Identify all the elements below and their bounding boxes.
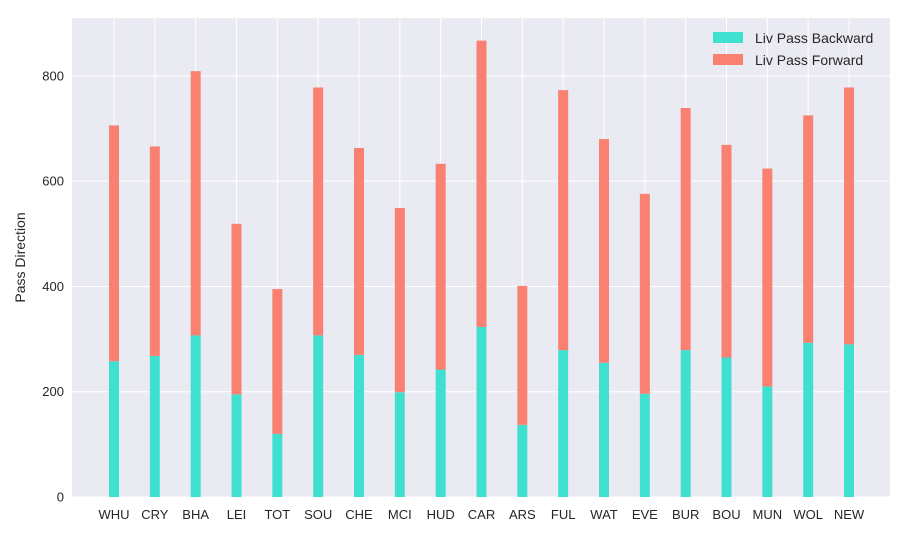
x-tick-label-whu: WHU xyxy=(98,507,129,522)
x-tick-label-wol: WOL xyxy=(793,507,823,522)
bar-ful-backward xyxy=(558,350,569,497)
bar-wol-forward xyxy=(803,115,814,343)
y-tick-label: 600 xyxy=(42,174,64,189)
bar-mci-backward xyxy=(394,392,405,497)
x-tick-label-mci: MCI xyxy=(388,507,412,522)
y-tick-label: 0 xyxy=(57,490,64,505)
x-axis-ticks: WHU CRY BHA LEI TOT SOU CHE MCI HUD CAR ARS FUL WAT E… xyxy=(98,507,864,522)
bar-eve-backward xyxy=(639,393,650,497)
x-tick-label-ars: ARS xyxy=(509,507,536,522)
bar-cry-forward xyxy=(149,146,160,356)
y-tick-label: 800 xyxy=(42,68,64,83)
x-tick-label-eve: EVE xyxy=(632,507,658,522)
bar-whu-backward xyxy=(109,361,119,497)
y-axis-label: Pass Direction xyxy=(12,212,28,302)
x-tick-label-bha: BHA xyxy=(182,507,209,522)
legend-label-backward: Liv Pass Backward xyxy=(755,30,873,46)
bar-ful-forward xyxy=(558,90,569,351)
y-tick-label: 400 xyxy=(42,279,64,294)
bar-tot-forward xyxy=(272,289,283,434)
bar-cry-backward xyxy=(149,355,160,497)
legend-label-forward: Liv Pass Forward xyxy=(755,52,863,68)
y-axis-ticks: 0 200 400 600 800 xyxy=(42,68,64,504)
bar-car-backward xyxy=(476,326,487,497)
x-tick-label-cry: CRY xyxy=(141,507,169,522)
bar-lei-backward xyxy=(231,394,242,497)
x-tick-label-tot: TOT xyxy=(264,507,290,522)
bar-bha-forward xyxy=(190,71,201,336)
x-tick-label-ful: FUL xyxy=(551,507,576,522)
bar-mci-forward xyxy=(394,208,405,393)
x-tick-label-che: CHE xyxy=(345,507,373,522)
x-tick-label-wat: WAT xyxy=(590,507,617,522)
y-tick-label: 200 xyxy=(42,384,64,399)
x-tick-label-mun: MUN xyxy=(753,507,783,522)
bar-bou-backward xyxy=(721,357,732,497)
bar-che-backward xyxy=(354,354,364,497)
x-tick-label-bou: BOU xyxy=(712,507,740,522)
bar-hud-forward xyxy=(435,163,446,370)
x-tick-label-car: CAR xyxy=(468,507,495,522)
bar-wat-forward xyxy=(599,139,609,363)
legend: Liv Pass Backward Liv Pass Forward xyxy=(713,30,873,68)
bar-bur-backward xyxy=(680,350,691,497)
bar-new-backward xyxy=(844,344,854,497)
bar-new-forward xyxy=(844,87,854,345)
bar-sou-forward xyxy=(313,87,324,336)
legend-swatch-forward xyxy=(713,54,743,65)
bar-ars-backward xyxy=(517,424,528,497)
x-tick-label-bur: BUR xyxy=(672,507,699,522)
x-tick-label-sou: SOU xyxy=(304,507,332,522)
x-tick-label-hud: HUD xyxy=(427,507,455,522)
bar-hud-backward xyxy=(435,369,446,497)
bar-tot-backward xyxy=(272,433,283,497)
bar-eve-forward xyxy=(639,193,650,394)
legend-swatch-backward xyxy=(713,32,743,43)
bar-che-forward xyxy=(354,148,364,355)
bar-wol-backward xyxy=(803,342,814,497)
bar-car-forward xyxy=(476,40,487,327)
bar-wat-backward xyxy=(599,362,609,497)
bar-bha-backward xyxy=(190,335,201,497)
bar-lei-forward xyxy=(231,223,242,395)
x-tick-label-new: NEW xyxy=(834,507,865,522)
bar-mun-forward xyxy=(762,168,773,387)
bar-whu-forward xyxy=(109,125,119,362)
bars-group xyxy=(109,40,854,497)
bar-mun-backward xyxy=(762,386,773,497)
bar-bou-forward xyxy=(721,144,732,358)
bar-sou-backward xyxy=(313,335,324,497)
x-tick-label-lei: LEI xyxy=(227,507,247,522)
bar-bur-forward xyxy=(680,108,691,351)
bar-ars-forward xyxy=(517,285,528,425)
